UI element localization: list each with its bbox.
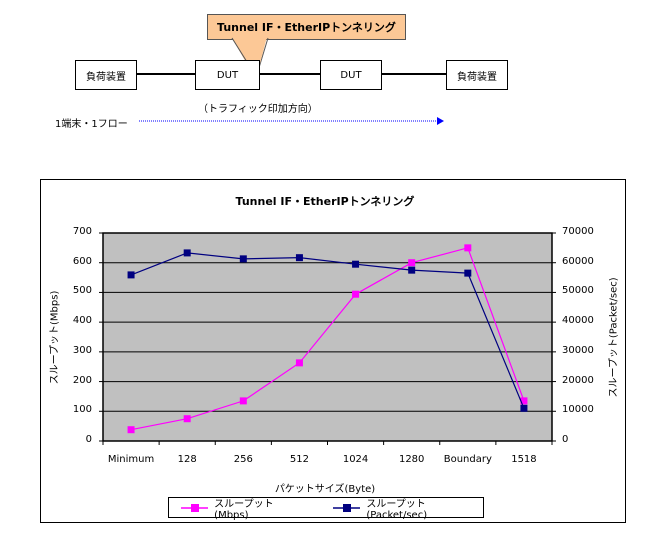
y2-tick-label: 40000 [562, 315, 594, 327]
legend-item-pps: スループット(Packet/sec) [333, 495, 483, 521]
link-line [258, 73, 320, 75]
chart-title: Tunnel IF・EtherIPトンネリング [235, 195, 415, 208]
plot-background [102, 232, 553, 442]
y2-tick-label: 0 [562, 434, 569, 445]
dut-1: DUT [195, 60, 260, 90]
data-point-marker [408, 266, 416, 274]
data-point-marker [520, 404, 528, 412]
callout-label: Tunnel IF・EtherIPトンネリング [207, 14, 406, 40]
data-point-marker [352, 260, 360, 268]
data-point-marker [408, 259, 416, 267]
legend: スループット(Mbps) スループット(Packet/sec) [168, 495, 484, 521]
flow-label: 1端末・1フロー [55, 119, 128, 130]
link-line [380, 73, 446, 75]
data-point-marker [464, 269, 472, 277]
data-point-marker [183, 415, 191, 423]
y-axis-left-label: スループット(Mbps) [49, 290, 61, 385]
data-point-marker [127, 426, 135, 434]
traffic-arrow [139, 117, 444, 125]
y2-tick-label: 50000 [562, 285, 594, 297]
y2-tick-label: 30000 [562, 344, 594, 356]
series-line [130, 247, 525, 431]
legend-label: スループット(Mbps) [214, 498, 274, 521]
dut-2: DUT [320, 60, 382, 90]
data-point-marker [520, 397, 528, 405]
data-point-marker [352, 290, 360, 298]
load-device-right: 負荷装置 [446, 60, 508, 90]
y-tick-label: 300 [72, 344, 92, 356]
y-tick-label: 200 [72, 374, 92, 386]
x-tick-label: 1024 [342, 454, 369, 465]
y-tick-label: 100 [72, 404, 92, 416]
data-point-marker [295, 359, 303, 367]
y2-tick-label: 70000 [562, 226, 594, 237]
data-point-marker [239, 255, 247, 263]
x-tick-label: Minimum [107, 454, 155, 465]
legend-item-mbps: スループット(Mbps) [181, 495, 305, 521]
data-point-marker [464, 244, 472, 252]
direction-label: （トラフィック印加方向） [198, 104, 318, 115]
node-label: DUT [216, 69, 239, 81]
node-label: DUT [340, 69, 362, 81]
link-line [135, 73, 195, 75]
x-tick-label: 1518 [511, 454, 537, 465]
load-device-left: 負荷装置 [75, 60, 137, 90]
y-tick-label: 500 [72, 285, 92, 297]
callout-text: Tunnel IF・EtherIPトンネリング [217, 21, 396, 34]
pink-square-marker-icon [181, 503, 209, 512]
y-tick-label: 400 [72, 315, 92, 327]
y-tick-label: 0 [85, 434, 92, 445]
data-point-marker [295, 254, 303, 262]
series-line [130, 252, 525, 409]
y2-tick-label: 20000 [562, 374, 594, 386]
data-point-marker [183, 249, 191, 257]
navy-square-marker-icon [333, 503, 361, 512]
legend-label: スループット(Packet/sec) [366, 498, 428, 521]
x-tick-label: 128 [177, 454, 197, 465]
x-tick-label: 1280 [398, 454, 425, 465]
data-point-marker [239, 397, 247, 405]
chart-frame [40, 179, 626, 523]
x-tick-label: Boundary [443, 454, 492, 465]
x-tick-label: 256 [233, 454, 253, 465]
y-tick-label: 600 [72, 255, 92, 267]
y-tick-label: 700 [72, 226, 92, 237]
y-axis-right-label: スループット(Packet/sec) [608, 277, 620, 398]
x-tick-label: 512 [289, 454, 309, 465]
x-axis-label: パケットサイズ(Byte) [274, 484, 376, 495]
y2-tick-label: 10000 [562, 404, 594, 416]
y2-tick-label: 60000 [562, 255, 594, 267]
node-label: 負荷装置 [86, 71, 126, 83]
node-label: 負荷装置 [457, 71, 497, 83]
data-point-marker [127, 271, 135, 279]
